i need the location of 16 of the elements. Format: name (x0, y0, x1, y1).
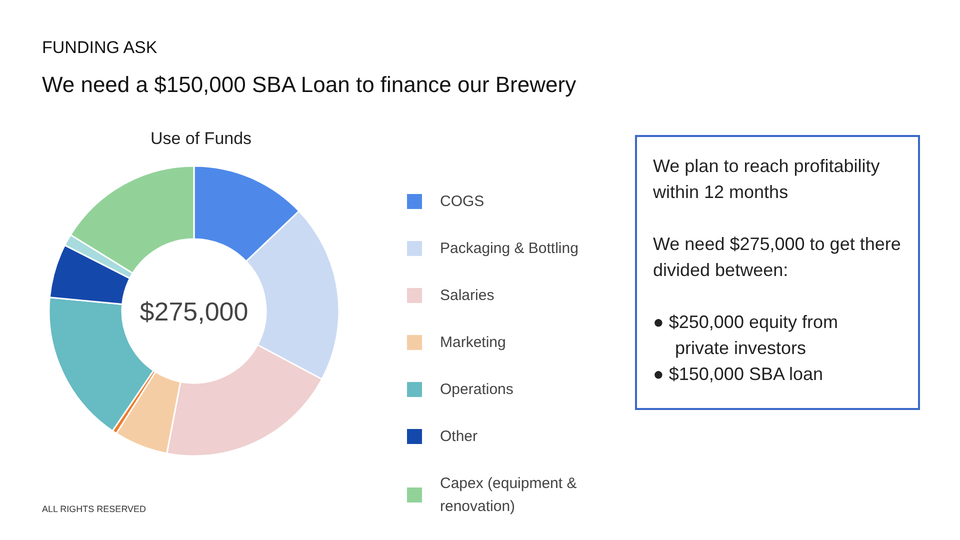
text: ● $150,000 SBA loan (653, 363, 824, 386)
legend-label: Operations (440, 381, 514, 398)
legend-label: COGS (440, 193, 484, 210)
text: ALL RIGHTS RESERVED (42, 504, 146, 514)
text: We plan to reach profitability within 12 months (653, 155, 881, 204)
chart-title: Use of Funds (150, 129, 252, 148)
legend-label: Packaging & Bottling (440, 240, 578, 257)
text: $275,000 (140, 296, 248, 328)
legend-label: Capex (equipment & renovation) (440, 475, 581, 515)
text: We need $275,000 to get there divided between: (653, 233, 902, 282)
legend-label: Other (440, 428, 478, 445)
text: FUNDING ASK (42, 38, 158, 58)
text: We need a $150,000 SBA Loan to finance our Brewery (42, 72, 576, 98)
legend-label: Marketing (440, 334, 506, 351)
text: ● $250,000 equity from private investors (653, 311, 839, 360)
legend-label: Salaries (440, 287, 494, 304)
